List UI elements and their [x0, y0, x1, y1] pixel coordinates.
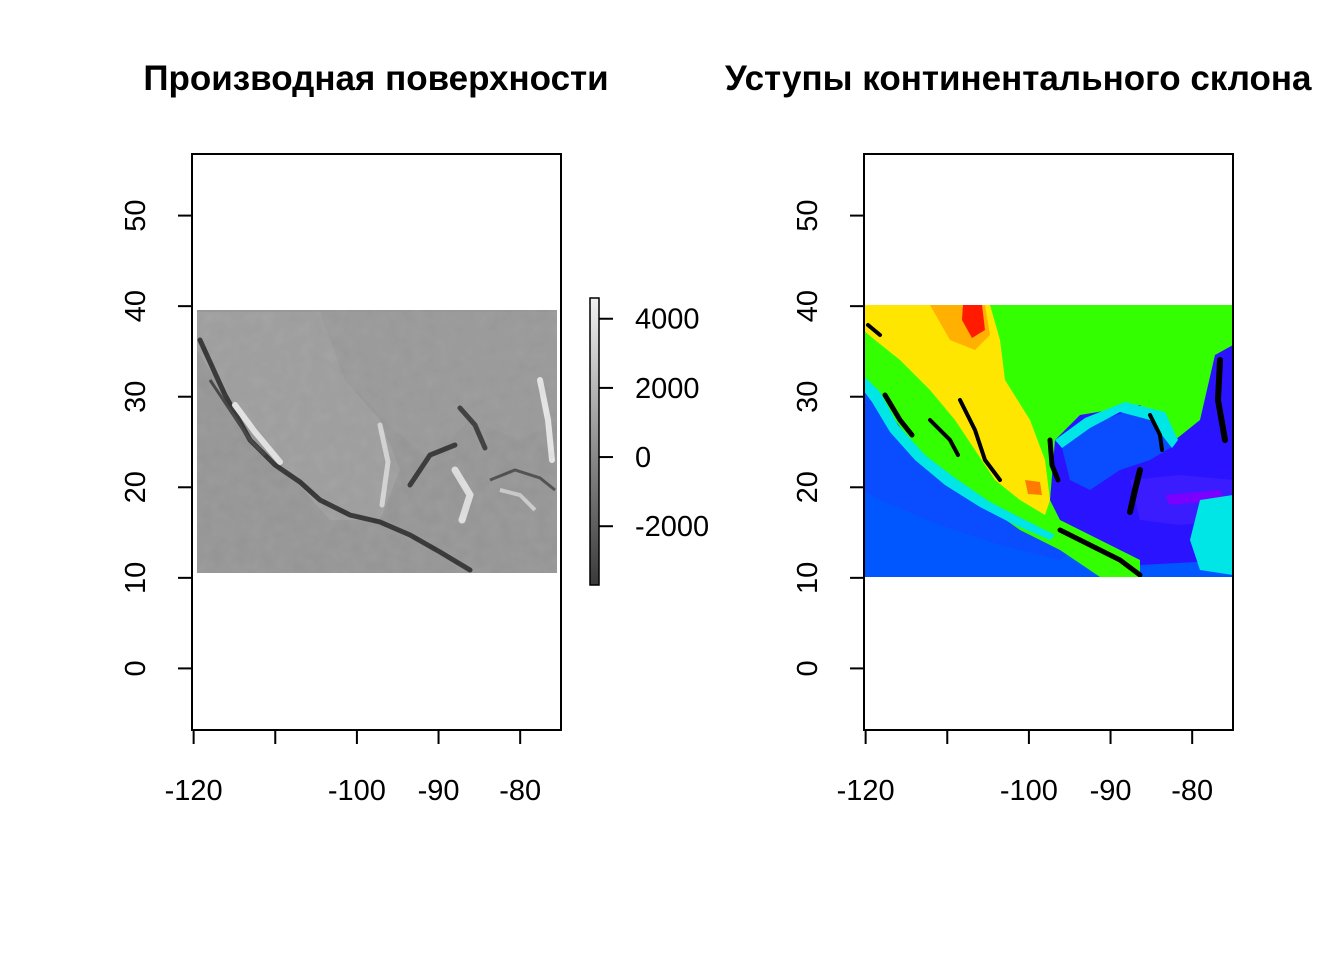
zone-peak-2 [1025, 480, 1042, 495]
scarp-gulf-west [1047, 437, 1061, 483]
y-tick-label: 50 [120, 199, 152, 231]
panel-scarps: Уступы континентального склона [725, 59, 1312, 807]
scarp-gulf-west [407, 442, 458, 488]
x-tick-label: -90 [1090, 775, 1132, 807]
scarp-yucatan [1148, 413, 1164, 452]
scarp-baja-west [208, 379, 267, 457]
panel-derivative: Производная поверхности [120, 59, 709, 807]
zone-slope [863, 470, 1233, 577]
zone-highland [863, 305, 1050, 515]
scarp-north [866, 323, 882, 337]
legend-colorbar [589, 297, 600, 586]
x-tick-label: -80 [1171, 775, 1213, 807]
scarp-gulf-east [457, 405, 488, 451]
y-tick-label: 40 [120, 290, 152, 322]
y-tick-label: 50 [792, 199, 824, 231]
y-tick-label: 10 [792, 562, 824, 594]
lit-slope-caribbean [537, 377, 555, 463]
x-tick-label: -100 [1000, 775, 1058, 807]
scarp-trench [1057, 527, 1143, 577]
panel-1-x-axis: -120 -100 -90 -80 [165, 729, 541, 807]
scarps-raster [863, 305, 1233, 577]
y-tick-label: 20 [792, 471, 824, 503]
panel-1-legend: 4000 2000 0 -2000 [589, 297, 709, 586]
x-tick-label: -120 [837, 775, 895, 807]
zone-peak [962, 305, 985, 338]
panel-1-title: Производная поверхности [143, 59, 608, 98]
legend-tick-label: 4000 [635, 304, 700, 336]
x-tick-label: -100 [328, 775, 386, 807]
lit-slope-yucatan [451, 466, 474, 524]
relief-plain-north [320, 312, 557, 460]
y-tick-label: 20 [120, 471, 152, 503]
zone-slope-west [863, 380, 1080, 560]
derivative-raster [197, 310, 557, 573]
zone-gulf-shelf [1055, 402, 1178, 448]
lit-slope-gulf [377, 422, 391, 508]
scarp-mainland-coast [958, 398, 1002, 482]
legend-ticks: 4000 2000 0 -2000 [599, 304, 709, 543]
legend-tick-label: 0 [635, 442, 651, 474]
scarp-baja [882, 392, 915, 438]
scarp-caribbean [489, 468, 556, 492]
legend-tick-label: 2000 [635, 373, 700, 405]
panel-2-x-axis: -120 -100 -90 -80 [837, 729, 1213, 807]
panel-2-title: Уступы континентального склона [725, 59, 1312, 98]
scarp-gulf-california [928, 418, 960, 457]
scarp-gulf-south [1127, 467, 1143, 515]
x-tick-label: -90 [418, 775, 460, 807]
panel-1-y-axis: 0 10 20 30 40 50 [120, 199, 193, 676]
y-tick-label: 0 [792, 660, 824, 676]
zone-shelf-east [1190, 495, 1233, 575]
panel-2-y-axis: 0 10 20 30 40 50 [792, 199, 865, 676]
scarp-lines [866, 323, 1228, 577]
y-tick-label: 30 [120, 381, 152, 413]
lit-slope-sierra [232, 402, 283, 465]
y-tick-label: 0 [120, 660, 152, 676]
y-tick-label: 30 [792, 381, 824, 413]
relief-highland-west [197, 312, 400, 520]
zone-gulf-basin [1060, 410, 1175, 490]
x-tick-label: -120 [165, 775, 223, 807]
lit-slope-central [499, 488, 537, 512]
x-tick-label: -80 [499, 775, 541, 807]
y-tick-label: 10 [120, 562, 152, 594]
y-tick-label: 40 [792, 290, 824, 322]
scarp-east [1214, 357, 1228, 443]
legend-tick-label: -2000 [635, 511, 709, 543]
